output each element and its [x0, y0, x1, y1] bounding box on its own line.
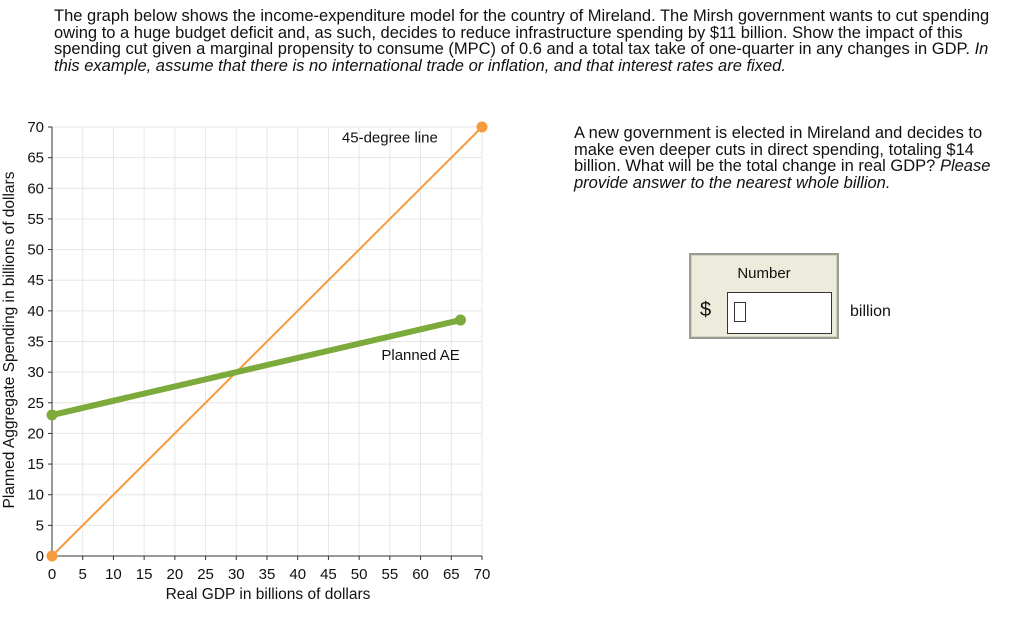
- x-axis-label: Real GDP in billions of dollars: [165, 586, 371, 603]
- x-tick-label-55: 55: [382, 566, 399, 583]
- answer-input[interactable]: [727, 292, 832, 334]
- x-tick-label-25: 25: [197, 566, 214, 583]
- question-text: The graph below shows the income-expendi…: [54, 8, 1014, 74]
- y-tick-label-5: 5: [36, 517, 44, 534]
- 45-degree-line-point-1: [476, 121, 488, 133]
- side-question-text: A new government is elected in Mireland …: [574, 125, 1019, 191]
- y-tick-label-10: 10: [27, 487, 44, 504]
- series-label-0: 45-degree line: [342, 129, 438, 146]
- answer-box: Number $: [689, 253, 839, 339]
- income-expenditure-chart: 0 5 10 15 20 25 30 35 40 45 50 55 60 65 70 0 5 10 15 20 25 30…: [27, 119, 491, 583]
- y-tick-label-55: 55: [27, 211, 44, 228]
- y-tick-label-45: 45: [27, 272, 44, 289]
- y-tick-label-15: 15: [27, 456, 44, 473]
- x-tick-label-15: 15: [136, 566, 153, 583]
- x-tick-label-65: 65: [443, 566, 460, 583]
- planned-ae-point-0: [46, 409, 58, 421]
- currency-symbol: $: [700, 299, 712, 321]
- y-tick-label-20: 20: [27, 425, 44, 442]
- side-question-note: Please provide answer to the nearest who…: [574, 157, 991, 192]
- x-tick-label-45: 45: [320, 566, 337, 583]
- x-tick-label-40: 40: [289, 566, 306, 583]
- answer-label: Number: [737, 265, 791, 282]
- x-tick-label-5: 5: [79, 566, 87, 583]
- series-label-1: Planned AE: [381, 347, 459, 364]
- planned-ae-line: [49, 317, 464, 419]
- question-body: The graph below shows the income-expendi…: [54, 7, 990, 58]
- x-tick-label-0: 0: [48, 566, 56, 583]
- x-tick-label-10: 10: [105, 566, 122, 583]
- x-tick-label-60: 60: [412, 566, 429, 583]
- y-tick-label-0: 0: [36, 548, 44, 565]
- x-tick-label-50: 50: [351, 566, 368, 583]
- x-tick-label-20: 20: [167, 566, 184, 583]
- y-tick-label-65: 65: [27, 150, 44, 167]
- y-tick-label-25: 25: [27, 395, 44, 412]
- y-tick-label-70: 70: [27, 119, 44, 136]
- x-tick-label-35: 35: [259, 566, 276, 583]
- y-tick-label-30: 30: [27, 364, 44, 381]
- y-tick-label-50: 50: [27, 242, 44, 259]
- x-tick-label-70: 70: [474, 566, 491, 583]
- side-question-body: A new government is elected in Mireland …: [574, 124, 983, 175]
- question-note: In this example, assume that there is no…: [54, 40, 989, 75]
- y-tick-label-35: 35: [27, 334, 44, 351]
- answer-unit: billion: [850, 303, 891, 320]
- y-tick-label-60: 60: [27, 180, 44, 197]
- y-tick-label-40: 40: [27, 303, 44, 320]
- planned-ae-point-1: [455, 314, 466, 326]
- input-caret: [734, 302, 746, 322]
- 45-degree-line-line: [51, 126, 483, 557]
- 45-degree-line-point-0: [46, 550, 58, 562]
- x-tick-label-30: 30: [228, 566, 245, 583]
